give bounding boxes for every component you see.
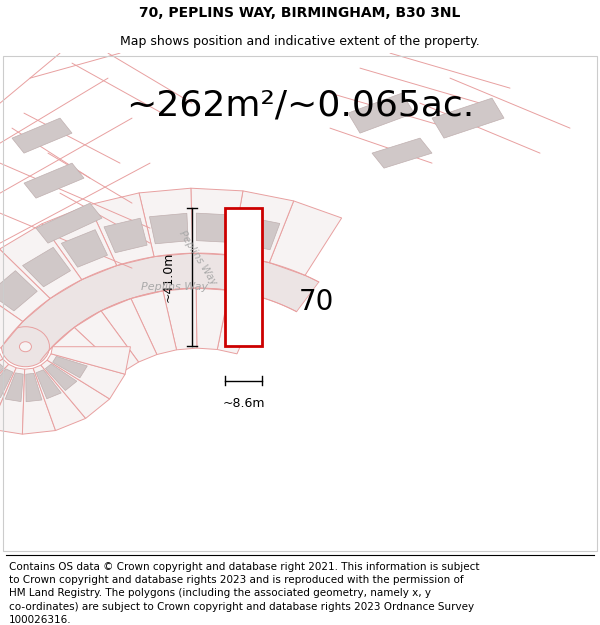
Polygon shape [0,362,4,389]
Polygon shape [139,188,193,257]
Polygon shape [269,201,341,276]
Polygon shape [5,253,319,361]
Polygon shape [23,248,71,287]
Circle shape [1,327,49,367]
Text: Peplins Way: Peplins Way [177,229,219,288]
Polygon shape [52,328,122,384]
Polygon shape [101,299,157,362]
Polygon shape [0,369,13,398]
Polygon shape [36,370,61,399]
Circle shape [19,342,31,352]
Polygon shape [348,93,414,133]
Polygon shape [0,352,3,395]
Polygon shape [196,213,234,243]
Polygon shape [0,224,82,299]
Polygon shape [0,364,16,429]
Polygon shape [46,364,77,391]
Text: Peplins Way: Peplins Way [141,281,208,291]
Polygon shape [217,291,262,354]
Text: ~41.0m: ~41.0m [161,252,175,302]
Text: Map shows position and indicative extent of the property.: Map shows position and indicative extent… [120,35,480,48]
Text: 70, PEPLINS WAY, BIRMINGHAM, B30 3NL: 70, PEPLINS WAY, BIRMINGHAM, B30 3NL [139,6,461,20]
Polygon shape [191,188,243,255]
Polygon shape [196,288,229,349]
Polygon shape [432,98,504,138]
Text: ~262m²/~0.065ac.: ~262m²/~0.065ac. [126,89,474,122]
Polygon shape [149,213,188,244]
Polygon shape [131,291,176,354]
Polygon shape [47,354,125,399]
Text: Contains OS data © Crown copyright and database right 2021. This information is : Contains OS data © Crown copyright and d… [9,562,479,572]
Polygon shape [12,118,72,153]
Polygon shape [0,280,23,348]
Polygon shape [0,368,25,434]
Polygon shape [51,347,130,374]
Polygon shape [372,138,432,168]
Polygon shape [74,311,139,372]
Polygon shape [163,288,197,350]
Text: ~8.6m: ~8.6m [223,397,265,409]
Polygon shape [22,368,56,434]
Text: HM Land Registry. The polygons (including the associated geometry, namely x, y: HM Land Registry. The polygons (includin… [9,588,431,598]
Polygon shape [26,373,42,402]
Polygon shape [0,359,9,416]
Text: 70: 70 [299,288,334,316]
Polygon shape [61,229,107,268]
Text: 100026316.: 100026316. [9,615,71,625]
Polygon shape [0,249,50,321]
Polygon shape [238,216,280,250]
Polygon shape [41,360,110,418]
Polygon shape [5,373,23,402]
Bar [225,208,262,346]
Text: co-ordinates) are subject to Crown copyright and database rights 2023 Ordnance S: co-ordinates) are subject to Crown copyr… [9,602,474,612]
Polygon shape [53,356,87,378]
Polygon shape [33,365,86,431]
Polygon shape [89,193,154,266]
Polygon shape [36,203,102,243]
Polygon shape [42,205,117,280]
Polygon shape [232,191,293,262]
Polygon shape [24,163,84,198]
Polygon shape [104,218,147,252]
Text: to Crown copyright and database rights 2023 and is reproduced with the permissio: to Crown copyright and database rights 2… [9,575,464,585]
Polygon shape [0,271,37,311]
